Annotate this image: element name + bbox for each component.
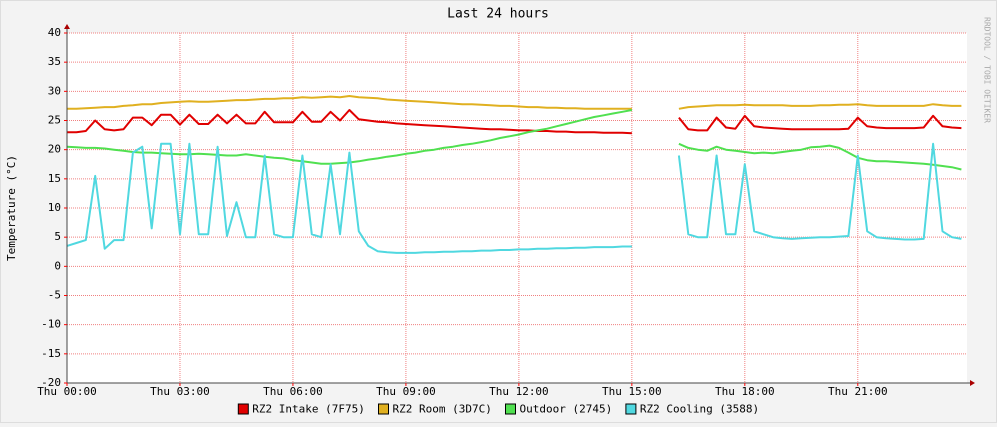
y-axis-label: Temperature (°C) — [5, 155, 18, 261]
x-axis-arrow — [970, 380, 975, 386]
y-tick-label: -20 — [41, 376, 61, 389]
series-line — [67, 95, 962, 110]
legend-swatch — [378, 403, 389, 415]
x-tick-label: Thu 03:00 — [150, 385, 210, 398]
legend-swatch — [505, 403, 516, 415]
legend-label: RZ2 Intake (7F75) — [252, 403, 365, 416]
grid — [66, 32, 967, 384]
y-tick-label: 25 — [48, 114, 61, 127]
x-tick-label: Thu 18:00 — [715, 385, 775, 398]
y-tick-label: 0 — [54, 259, 61, 272]
legend-swatch — [237, 403, 249, 415]
legend-swatch — [625, 403, 637, 415]
legend-label: RZ2 Cooling (3588) — [640, 403, 759, 416]
credit: RRDTOOL / TOBI OETIKER — [983, 17, 992, 123]
x-tick-label: Thu 09:00 — [376, 385, 436, 398]
y-tick-label: 30 — [48, 84, 61, 97]
y-tick-label: -5 — [48, 289, 61, 302]
axes: -20 -15 -10 -5 0 5 10 15 20 25 30 35 40 Thu 00:00 Thu … — [37, 24, 975, 398]
series-line — [66, 142, 962, 254]
y-tick-label: 10 — [48, 201, 61, 214]
x-tick-label: Thu 00:00 — [37, 385, 97, 398]
legend-label: Outdoor (2745) — [520, 403, 613, 416]
chart-title: Last 24 hours — [447, 7, 549, 22]
y-tick-label: 20 — [48, 143, 61, 156]
y-tick-label: 40 — [48, 26, 61, 39]
y-tick-label: 35 — [48, 55, 61, 68]
series-line — [66, 109, 962, 171]
x-tick-label: Thu 12:00 — [489, 385, 549, 398]
y-tick-label: 5 — [54, 230, 61, 243]
y-tick-label: 15 — [48, 172, 61, 185]
lines — [66, 95, 962, 254]
x-tick-label: Thu 06:00 — [263, 385, 323, 398]
legend: RZ2 Intake (7F75) RZ2 Room (3D7C) Outdoor … — [237, 403, 759, 416]
legend-label: RZ2 Room (3D7C) — [393, 403, 492, 416]
x-tick-label: Thu 15:00 — [602, 385, 662, 398]
y-tick-label: -10 — [41, 318, 61, 331]
y-tick-label: -15 — [41, 347, 61, 360]
x-tick-label: Thu 21:00 — [828, 385, 888, 398]
y-axis-arrow — [64, 24, 70, 29]
